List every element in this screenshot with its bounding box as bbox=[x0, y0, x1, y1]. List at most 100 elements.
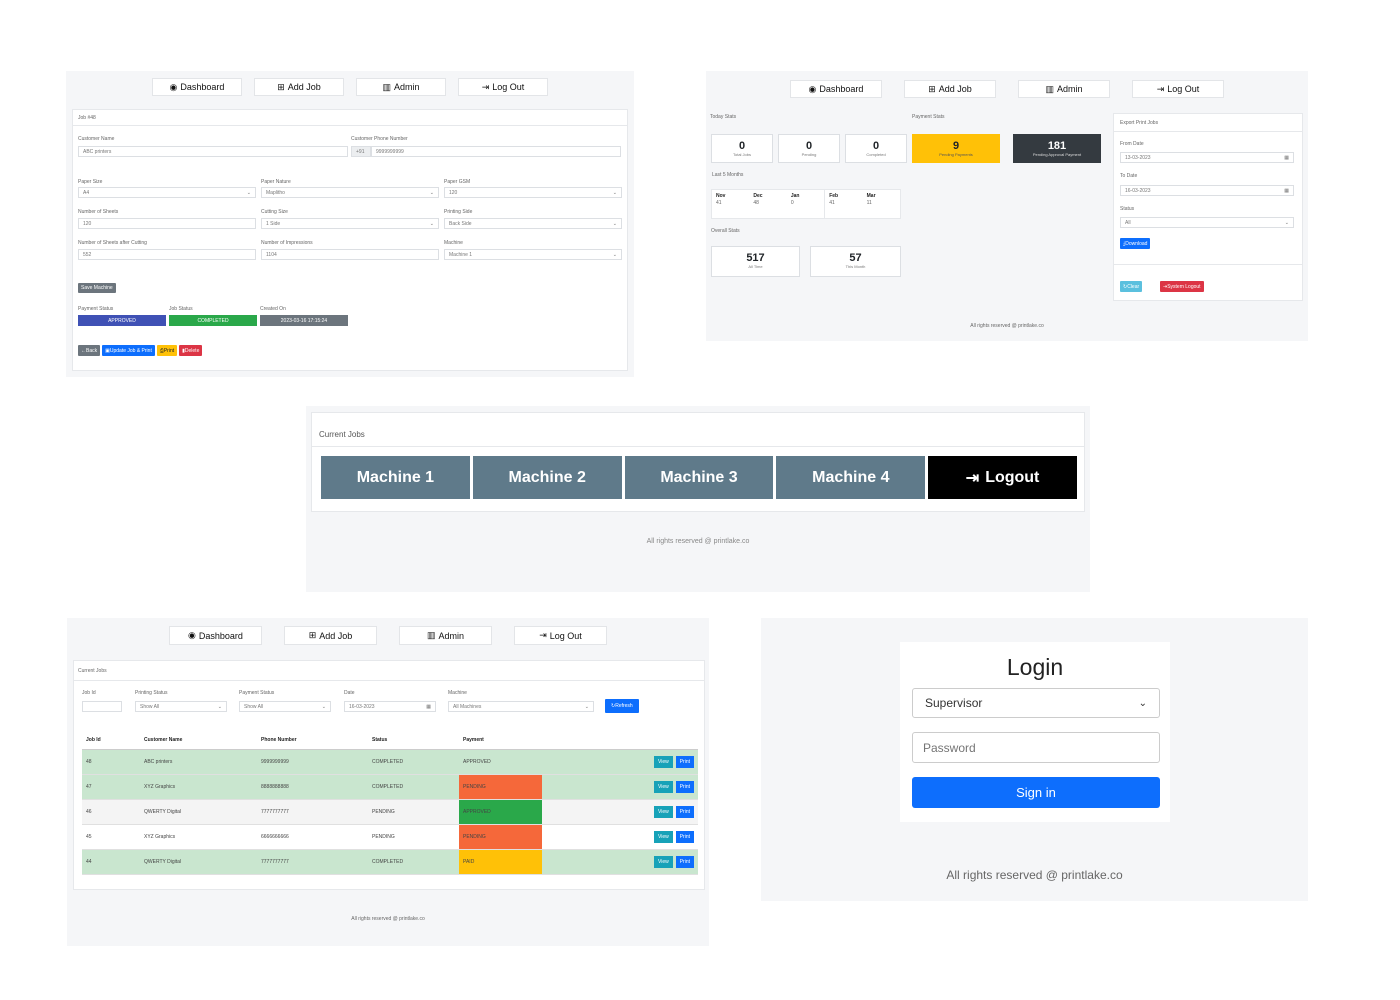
row-actions: View Print bbox=[546, 805, 694, 818]
dashboard-icon: ◉ bbox=[169, 81, 178, 92]
label: Delete bbox=[184, 347, 200, 354]
back-button[interactable]: ← Back bbox=[78, 345, 101, 356]
paper-nature-select[interactable]: Maplitho ⌄ bbox=[261, 187, 439, 198]
printing-status-select[interactable]: Show All ⌄ bbox=[135, 701, 227, 712]
value: 120 bbox=[449, 189, 458, 196]
cutting-size-select[interactable]: 1 Side ⌄ bbox=[261, 218, 439, 229]
clear-button[interactable]: ↻ Clear bbox=[1120, 281, 1143, 292]
machine-4-button[interactable]: Machine 4 bbox=[776, 456, 926, 499]
impressions-input[interactable]: 1104 bbox=[261, 249, 439, 260]
to-date-input[interactable]: 16-03-2023 ▦ bbox=[1120, 185, 1294, 196]
nav-add-job[interactable]: ⊞ Add Job bbox=[254, 78, 344, 96]
update-print-button[interactable]: ▣ Update Job & Print bbox=[102, 345, 155, 356]
from-date-input[interactable]: 13-03-2023 ▦ bbox=[1120, 152, 1294, 163]
machine-2-button[interactable]: Machine 2 bbox=[472, 456, 622, 499]
print-button[interactable]: Print bbox=[675, 780, 694, 793]
sheets-input[interactable]: 120 bbox=[78, 218, 256, 229]
phone-prefix: +91 bbox=[351, 146, 371, 157]
chevron-down-icon: ⌄ bbox=[584, 703, 589, 710]
nav-admin[interactable]: ▥ Admin bbox=[1018, 80, 1110, 98]
calendar-icon: ▦ bbox=[1284, 187, 1289, 194]
nav-dashboard[interactable]: ◉ Dashboard bbox=[790, 80, 882, 98]
nav-admin[interactable]: ▥ Admin bbox=[356, 78, 446, 96]
sheets-after-input[interactable]: 552 bbox=[78, 249, 256, 260]
cell-actions: View Print bbox=[542, 849, 698, 875]
machine-3-button[interactable]: Machine 3 bbox=[624, 456, 774, 499]
cell-status: PENDING bbox=[368, 824, 459, 850]
system-logout-button[interactable]: ⇥ System Logout bbox=[1160, 281, 1204, 292]
label: Logout bbox=[985, 468, 1040, 486]
top-nav: ◉ Dashboard ⊞ Add Job ▥ Admin ⇥ Log Out bbox=[706, 80, 1308, 98]
job-form-panel: ◉ Dashboard ⊞ Add Job ▥ Admin ⇥ Log Out Job … bbox=[66, 71, 634, 377]
nav-add-job[interactable]: ⊞ Add Job bbox=[284, 626, 377, 645]
nav-add-job[interactable]: ⊞ Add Job bbox=[904, 80, 996, 98]
view-button[interactable]: View bbox=[653, 855, 673, 868]
row-actions: View Print bbox=[546, 755, 694, 768]
print-button[interactable]: Print bbox=[675, 805, 694, 818]
download-button[interactable]: ⤓ Download bbox=[1120, 238, 1151, 249]
header-job-id: Job Id bbox=[82, 731, 140, 750]
row-actions: View Print bbox=[546, 855, 694, 868]
phone-input[interactable]: 9999999999 bbox=[371, 146, 621, 157]
calendar-icon: ▦ bbox=[426, 703, 431, 710]
view-button[interactable]: View bbox=[653, 755, 673, 768]
machine-select[interactable]: All Machines ⌄ bbox=[448, 701, 594, 712]
plus-icon: ⊞ bbox=[308, 630, 317, 640]
save-machine-button[interactable]: Save Machine bbox=[78, 283, 116, 293]
role-select[interactable]: Supervisor ⌄ bbox=[912, 688, 1160, 718]
print-button[interactable]: Print bbox=[675, 755, 694, 768]
job-status-badge: COMPLETED bbox=[169, 315, 257, 326]
nav-dashboard[interactable]: ◉ Dashboard bbox=[169, 626, 262, 645]
label: Customer Phone Number bbox=[351, 136, 408, 142]
header-payment: Payment bbox=[459, 731, 542, 750]
view-button[interactable]: View bbox=[653, 830, 673, 843]
chevron-down-icon: ⌄ bbox=[246, 189, 251, 196]
logout-icon: ⇥ bbox=[481, 81, 490, 92]
paper-size-select[interactable]: A4 ⌄ bbox=[78, 187, 256, 198]
logout-button[interactable]: ⇥ Logout bbox=[928, 456, 1077, 499]
nav-logout[interactable]: ⇥ Log Out bbox=[1132, 80, 1224, 98]
printing-status-label: Printing Status bbox=[135, 690, 168, 696]
label: This Month bbox=[845, 264, 866, 269]
refresh-icon: ↻ bbox=[611, 703, 616, 709]
chevron-down-icon: ⌄ bbox=[612, 220, 617, 227]
print-button[interactable]: ⎙ Print bbox=[156, 345, 178, 356]
password-input[interactable] bbox=[912, 732, 1160, 763]
machine-buttons: Machine 1 Machine 2 Machine 3 Machine 4 … bbox=[321, 456, 1077, 499]
machine-1-button[interactable]: Machine 1 bbox=[321, 456, 470, 499]
print-button[interactable]: Print bbox=[675, 855, 694, 868]
cell-job-id: 47 bbox=[82, 774, 140, 800]
month: Feb bbox=[829, 193, 839, 199]
paper-gsm-select[interactable]: 120 ⌄ bbox=[444, 187, 622, 198]
cell-status: COMPLETED bbox=[368, 749, 459, 775]
printing-side-select[interactable]: Back Side ⌄ bbox=[444, 218, 622, 229]
label: Pending Payments bbox=[939, 152, 973, 157]
chart-icon: ▥ bbox=[382, 81, 391, 92]
created-badge: 2023-03-16 17:15:24 bbox=[260, 315, 348, 326]
view-button[interactable]: View bbox=[653, 780, 673, 793]
table-row: 45 XYZ Graphics 6666666666 PENDING PENDING Vi… bbox=[82, 824, 698, 850]
customer-name-input[interactable]: ABC printers bbox=[78, 146, 348, 157]
machine-select[interactable]: Machine 1 ⌄ bbox=[444, 249, 622, 260]
value: Show All bbox=[140, 703, 160, 710]
view-button[interactable]: View bbox=[653, 805, 673, 818]
login-title: Login bbox=[1006, 654, 1064, 680]
date-input[interactable]: 16-03-2023 ▦ bbox=[344, 701, 436, 712]
payment-status-select[interactable]: Show All ⌄ bbox=[239, 701, 331, 712]
nav-logout[interactable]: ⇥ Log Out bbox=[514, 626, 607, 645]
cell-customer: ABC printers bbox=[140, 749, 257, 775]
delete-button[interactable]: ▮ Delete bbox=[179, 345, 203, 356]
sign-in-button[interactable]: Sign in bbox=[912, 777, 1160, 808]
status-select[interactable]: All ⌄ bbox=[1120, 217, 1294, 228]
print-button[interactable]: Print bbox=[675, 830, 694, 843]
cell-actions: View Print bbox=[542, 799, 698, 825]
label: Machine bbox=[444, 240, 463, 246]
job-id-input[interactable] bbox=[82, 701, 122, 712]
refresh-button[interactable]: ↻ Refresh bbox=[605, 699, 639, 713]
nav-dashboard[interactable]: ◉ Dashboard bbox=[152, 78, 242, 96]
dashboard-icon: ◉ bbox=[188, 630, 196, 640]
nav-admin[interactable]: ▥ Admin bbox=[399, 626, 492, 645]
value: A4 bbox=[83, 189, 90, 196]
from-date-label: From Date bbox=[1120, 141, 1144, 147]
nav-logout[interactable]: ⇥ Log Out bbox=[458, 78, 548, 96]
